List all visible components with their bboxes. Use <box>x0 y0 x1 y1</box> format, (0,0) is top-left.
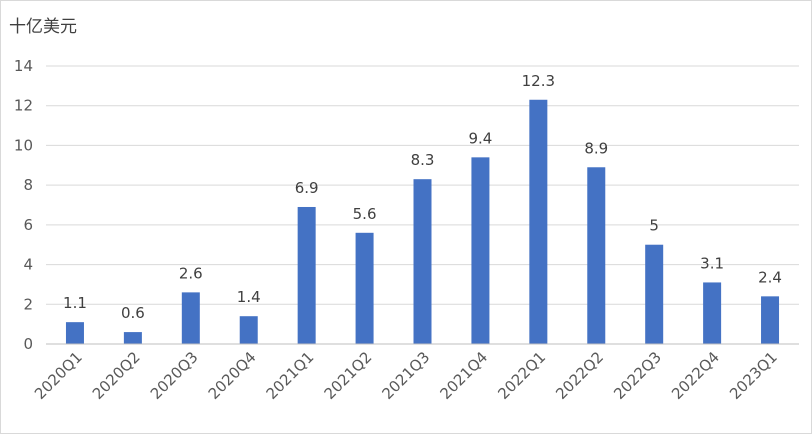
bar-2022Q2 <box>587 167 606 344</box>
bar-2020Q1 <box>65 322 84 344</box>
y-axis-ticks: 0 2 4 6 8 10 12 14 <box>14 57 33 353</box>
bar-2022Q3 <box>645 244 664 344</box>
data-label-2020Q4: 1.4 <box>237 288 261 306</box>
data-label-2021Q4: 9.4 <box>468 129 492 147</box>
x-category-2020Q4: 2020Q4 <box>205 348 260 403</box>
data-label-2021Q3: 8.3 <box>411 151 435 169</box>
data-label-2020Q1: 1.1 <box>63 294 87 312</box>
x-category-2020Q3: 2020Q3 <box>147 348 202 403</box>
x-axis-categories: 2020Q1 2020Q2 2020Q3 2020Q4 2021Q1 2021Q2 2021… <box>31 348 781 403</box>
data-label-2022Q1: 12.3 <box>522 72 555 90</box>
y-tick-label: 0 <box>23 335 33 353</box>
bar-2022Q4 <box>703 282 722 344</box>
y-unit-label: 十亿美元 <box>9 17 77 37</box>
y-tick-label: 14 <box>14 57 33 75</box>
bar-2020Q4 <box>239 316 258 344</box>
data-label-2020Q3: 2.6 <box>179 264 203 282</box>
y-tick-label: 6 <box>23 216 33 234</box>
data-label-2022Q4: 3.1 <box>700 254 724 272</box>
bar-2022Q1 <box>529 99 548 344</box>
x-category-2023Q1: 2023Q1 <box>726 348 781 403</box>
x-category-2021Q3: 2021Q3 <box>379 348 434 403</box>
data-label-2021Q1: 6.9 <box>295 179 319 197</box>
x-category-2022Q1: 2022Q1 <box>494 348 549 403</box>
data-label-2020Q2: 0.6 <box>121 304 145 322</box>
x-category-2021Q4: 2021Q4 <box>436 348 491 403</box>
x-category-2021Q1: 2021Q1 <box>263 348 318 403</box>
x-category-2021Q2: 2021Q2 <box>321 348 376 403</box>
data-labels: 1.1 0.6 2.6 1.4 6.9 5.6 8.3 9.4 12.3 8.9 5 3.1 2.4 <box>63 72 782 322</box>
bar-2021Q4 <box>471 157 490 344</box>
y-tick-label: 12 <box>14 97 33 115</box>
x-category-2020Q2: 2020Q2 <box>89 348 144 403</box>
y-tick-label: 2 <box>23 295 33 313</box>
x-category-2020Q1: 2020Q1 <box>31 348 86 403</box>
bar-2021Q1 <box>297 206 316 344</box>
bar-2020Q3 <box>181 292 200 344</box>
y-tick-label: 4 <box>23 256 33 274</box>
x-category-2022Q2: 2022Q2 <box>552 348 607 403</box>
bars <box>65 99 780 344</box>
y-tick-label: 8 <box>23 176 33 194</box>
x-category-2022Q3: 2022Q3 <box>610 348 665 403</box>
bar-2023Q1 <box>761 296 780 344</box>
data-label-2022Q2: 8.9 <box>584 139 608 157</box>
data-label-2023Q1: 2.4 <box>758 268 782 286</box>
bar-2021Q2 <box>355 232 374 344</box>
x-category-2022Q4: 2022Q4 <box>668 348 723 403</box>
data-label-2022Q3: 5 <box>649 217 659 235</box>
y-tick-label: 10 <box>14 136 33 154</box>
data-label-2021Q2: 5.6 <box>353 205 377 223</box>
bar-2021Q3 <box>413 179 432 344</box>
bar-2020Q2 <box>123 332 142 344</box>
